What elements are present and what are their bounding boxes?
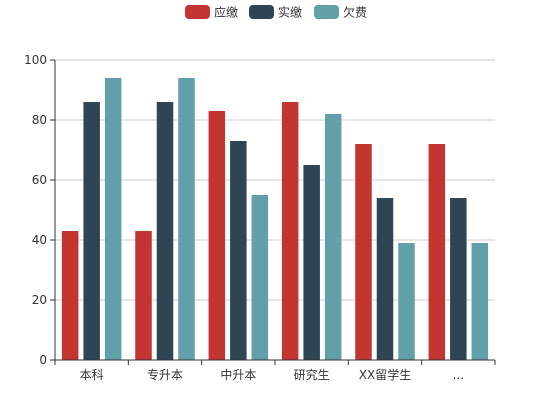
y-tick-label: 40: [32, 233, 47, 247]
legend-swatch: [185, 5, 210, 19]
bar-3-1[interactable]: [104, 78, 122, 360]
x-tick-label: 研究生: [294, 367, 330, 382]
x-tick-label: 中升本: [220, 367, 256, 382]
bar-1-5[interactable]: [355, 144, 372, 360]
bar-3-3[interactable]: [251, 195, 269, 360]
bar-1-3[interactable]: [208, 111, 226, 360]
legend-label: 应缴: [214, 5, 238, 20]
bar-2-1[interactable]: [83, 102, 100, 360]
grid-lines: [55, 59, 495, 301]
bar-3-5[interactable]: [398, 243, 415, 360]
legend-swatch: [249, 5, 274, 19]
y-tick-label: 60: [32, 173, 47, 187]
x-tick-label: XX留学生: [359, 367, 411, 382]
bar-1-4[interactable]: [281, 102, 299, 360]
bar-2-2[interactable]: [156, 102, 174, 360]
x-tick-label: ...: [453, 368, 464, 382]
legend-item-3[interactable]: 欠费: [314, 5, 367, 20]
bar-2-5[interactable]: [376, 198, 394, 360]
bar-2-4[interactable]: [303, 165, 320, 360]
legend-label: 实缴: [278, 5, 302, 20]
bar-1-6[interactable]: [428, 144, 446, 360]
bar-1-1[interactable]: [61, 231, 79, 360]
bar-3-2[interactable]: [178, 78, 195, 360]
y-tick-label: 80: [32, 113, 47, 127]
bar-2-3[interactable]: [230, 141, 247, 360]
legend: 应缴 实缴 欠费: [185, 5, 367, 20]
legend-item-1[interactable]: 应缴: [185, 5, 238, 20]
bar-1-2[interactable]: [135, 231, 152, 360]
y-tick-label: 0: [39, 353, 47, 367]
legend-item-2[interactable]: 实缴: [249, 5, 302, 20]
bar-3-6[interactable]: [471, 243, 489, 360]
x-tick-label: 专升本: [147, 367, 183, 382]
legend-swatch: [314, 5, 339, 19]
y-tick-label: 20: [32, 293, 47, 307]
axes: 0 20 40 60 80 100 本科 专升本 中升本 研究生 XX留学生...: [24, 53, 496, 382]
y-tick-label: 100: [24, 53, 47, 67]
legend-label: 欠费: [343, 5, 367, 20]
bar-2-6[interactable]: [450, 198, 467, 360]
bar-3-4[interactable]: [324, 114, 342, 360]
x-tick-label: 本科: [80, 368, 104, 382]
bars: [61, 78, 489, 360]
